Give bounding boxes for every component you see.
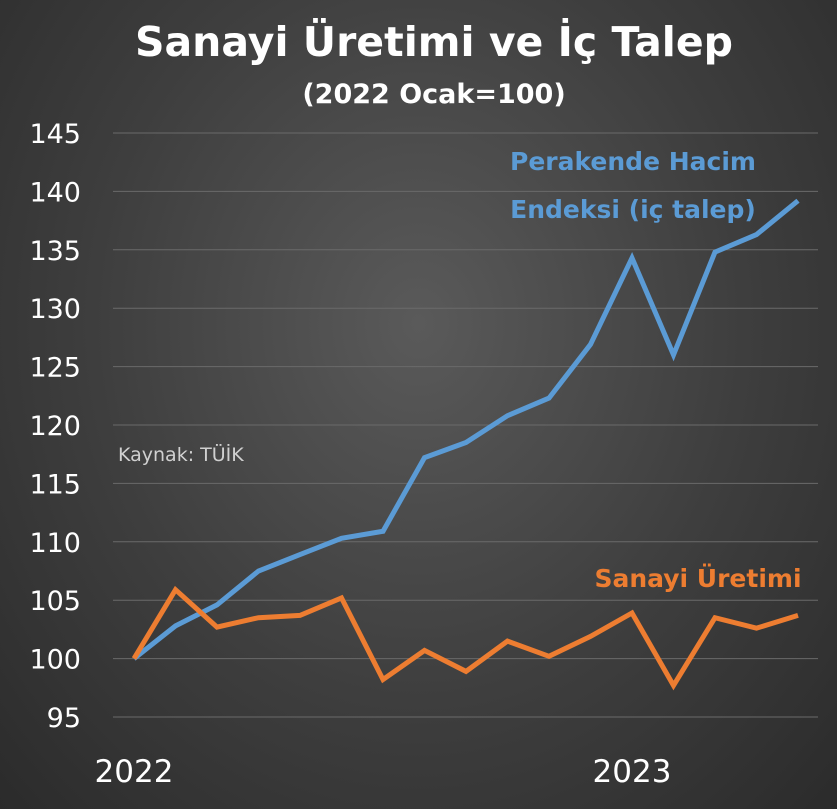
y-tick-label: 110 — [29, 528, 81, 559]
chart-title: Sanayi Üretimi ve İç Talep — [135, 18, 733, 66]
series-lines — [131, 198, 800, 691]
grid-lines — [113, 132, 818, 718]
chart-subtitle: (2022 Ocak=100) — [302, 79, 565, 110]
y-tick-label: 145 — [29, 119, 81, 150]
x-axis: 2022 2023 — [95, 754, 672, 790]
y-tick-label: 95 — [47, 703, 81, 734]
y-tick-label: 120 — [29, 411, 81, 442]
y-tick-label: 125 — [29, 353, 81, 384]
series-label-industry: Sanayi Üretimi — [594, 563, 801, 593]
x-tick-label: 2023 — [593, 754, 672, 790]
series-label-retail-line1: Perakende Hacim — [510, 147, 756, 176]
y-tick-label: 140 — [29, 177, 81, 208]
y-axis: 95 100 105 110 115 120 125 130 135 140 145 — [29, 119, 81, 734]
y-tick-label: 100 — [29, 645, 81, 676]
y-tick-label: 105 — [29, 586, 81, 617]
y-tick-label: 135 — [29, 236, 81, 267]
series-line-industrial-production — [131, 585, 799, 691]
series-label-retail-line2: Endeksi (iç talep) — [510, 195, 756, 224]
source-note: Kaynak: TÜİK — [118, 443, 244, 466]
x-tick-label: 2022 — [95, 754, 174, 790]
y-tick-label: 115 — [29, 469, 81, 500]
y-tick-label: 130 — [29, 294, 81, 325]
